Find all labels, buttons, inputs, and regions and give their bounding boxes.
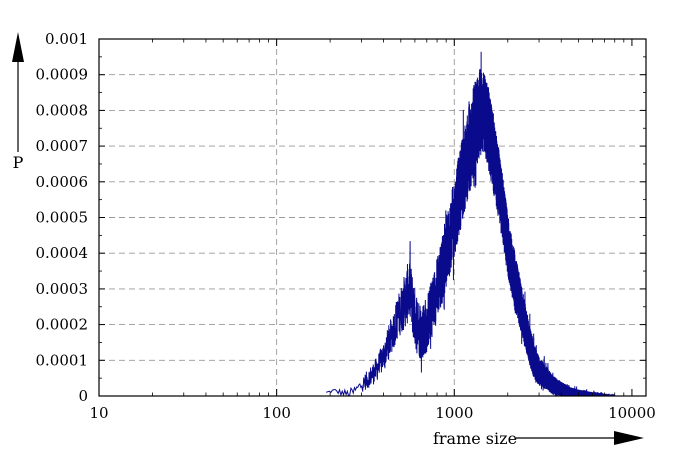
x-tick-labels: 10 100 1000 10000 [89,404,655,422]
y-tick-label: 0.0005 [36,209,89,227]
y-tick-label: 0.0009 [36,66,89,84]
x-axis-label: frame size [433,429,517,448]
grid-lines [99,39,646,396]
y-axis-label: P [13,153,24,172]
y-tick-label: 0 [78,387,88,405]
x-tick-label: 100 [262,404,291,422]
y-tick-label: 0.0002 [36,316,89,334]
y-tick-labels: 0 0.0001 0.0002 0.0003 0.0004 0.0005 0.0006 0.0… [36,30,89,405]
y-tick-label: 0.0006 [36,173,89,191]
x-axis-arrow [516,431,644,445]
plot-area [326,51,616,396]
x-tick-label: 10 [89,404,108,422]
y-tick-label: 0.0003 [36,280,89,298]
series-line [326,51,616,396]
x-tick-label: 1000 [435,404,473,422]
y-tick-label: 0.001 [45,30,88,48]
y-axis-arrow [12,32,24,152]
axis-ticks [98,38,646,397]
y-tick-label: 0.0004 [36,244,89,262]
x-tick-label: 10000 [608,404,656,422]
y-tick-label: 0.0001 [36,351,89,369]
y-tick-label: 0.0008 [36,101,89,119]
y-tick-label: 0.0007 [36,137,89,155]
